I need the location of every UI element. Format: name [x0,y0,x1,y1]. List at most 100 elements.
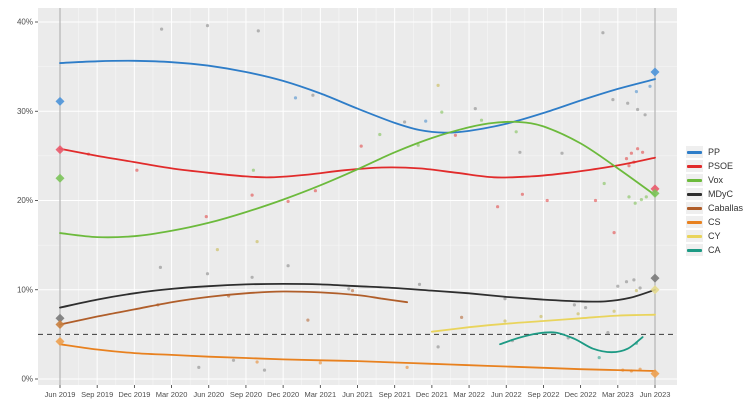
legend-label: CY [708,231,721,241]
poll-dot-gray-polls [503,297,507,301]
election-result-diamond-CS [55,337,65,347]
poll-dot-gray-polls [256,29,260,33]
poll-dot-PP-polls [293,96,298,100]
poll-dot-Vox-polls [602,181,606,186]
x-tick-label: Jun 2021 [342,390,373,399]
poll-dot-khaki-polls [539,314,543,319]
poll-dot-PSOE-polls [359,144,363,148]
x-tick-label: Jun 2022 [491,390,522,399]
legend-swatch-icon [687,150,702,154]
legend-item-vox: Vox [686,174,743,186]
election-result-diamond-PP [650,67,660,77]
poll-dot-gray-polls [616,284,620,288]
poll-dot-gray-polls [601,31,605,35]
poll-dot-PSOE-polls [496,205,500,209]
poll-dot-gray-polls [632,278,636,282]
poll-dot-khaki-polls [612,309,616,313]
poll-dot-khaki-polls [436,83,440,87]
poll-dot-CA-polls [597,356,601,360]
poll-dot-PSOE-polls [593,198,598,203]
legend-swatch-icon [687,248,702,252]
chart-legend: PP PSOE Vox MDyC Caballas CS CY CA [686,146,743,256]
poll-dot-Vox-polls [251,168,255,172]
x-tick-label: Dec 2020 [267,390,299,399]
election-result-diamond-CS [650,369,660,379]
legend-item-psoe: PSOE [686,160,743,172]
poll-dot-PSOE-polls [135,168,139,172]
poll-dot-gray-polls [262,368,267,372]
poll-dot-gray-polls [250,275,254,279]
election-result-diamond-MDyC [650,273,660,283]
legend-key-ca [686,244,703,256]
x-tick-label: Mar 2022 [453,390,485,399]
legend-item-mdyc: MDyC [686,188,743,200]
poll-dot-gray-polls [638,286,642,290]
poll-dot-Caballas-polls [306,318,310,322]
poll-dot-gray-polls [158,265,162,269]
election-result-diamond-CY [650,285,660,295]
x-tick-label: Sep 2019 [81,390,113,399]
poll-dot-gray-polls [231,358,236,362]
legend-swatch-icon [687,220,702,224]
poll-dot-gray-polls [473,107,477,111]
legend-item-caballas: Caballas [686,202,743,214]
x-tick-label: Jun 2019 [45,390,76,399]
trend-line-PP [59,59,656,134]
poll-dot-Vox-polls [416,143,420,147]
legend-label: PP [708,147,721,157]
poll-dot-Vox-polls [514,130,518,134]
poll-dot-gray-polls [572,303,577,307]
legend-key-cy [686,230,703,242]
poll-dot-khaki-polls [215,248,219,252]
legend-item-cs: CS [686,216,743,228]
poll-dot-gray-polls [624,280,629,284]
election-result-diamond-Vox [55,173,65,183]
poll-dot-gray-polls [286,264,290,268]
legend-label: Vox [708,175,724,185]
poll-dot-gray-polls [643,113,647,117]
poll-dot-PP-polls [424,119,428,123]
election-result-diamond-PP [55,96,65,106]
poll-dot-khaki-polls [634,289,639,293]
x-tick-label: Sep 2021 [379,390,411,399]
trend-line-CA [499,331,644,354]
legend-item-ca: CA [686,244,743,256]
x-tick-label: Sep 2020 [230,390,262,399]
y-tick-label: 20% [17,196,33,205]
poll-dot-PSOE-polls [624,157,629,161]
poll-dot-PSOE-polls [453,133,457,137]
y-tick-label: 0% [21,375,33,384]
poll-dot-CS-polls [405,365,409,369]
legend-label: MDyC [708,189,733,199]
poll-dot-gray-polls [611,98,615,102]
legend-swatch-icon [687,234,702,238]
poll-dot-PSOE-polls [636,147,640,151]
poll-dot-gray-polls [417,282,422,286]
trend-line-CS [59,343,656,372]
legend-label: CS [708,217,721,227]
trend-line-PSOE [59,147,656,179]
x-tick-label: Sep 2022 [527,390,559,399]
poll-dot-PSOE-polls [629,151,634,155]
poll-dot-PSOE-polls [204,215,208,219]
poll-dot-PSOE-polls [641,150,645,154]
legend-label: PSOE [708,161,734,171]
poll-dot-gray-polls [311,93,315,97]
x-tick-label: Dec 2019 [118,390,150,399]
poll-dot-PSOE-polls [313,189,317,193]
poll-dot-PSOE-polls [520,192,525,196]
poll-dot-gray-polls [347,287,351,291]
legend-key-vox [686,174,703,186]
poll-dot-gray-polls [560,151,564,155]
x-tick-label: Jun 2023 [640,390,671,399]
poll-dot-gray-polls [626,101,630,105]
poll-dot-gray-polls [584,306,588,310]
poll-dot-PSOE-polls [627,164,631,168]
poll-dot-Vox-polls [639,198,644,202]
trend-line-Caballas [59,290,408,326]
poll-dot-Vox-polls [378,132,382,137]
poll-dot-gray-polls [160,27,164,31]
legend-swatch-icon [687,206,702,210]
